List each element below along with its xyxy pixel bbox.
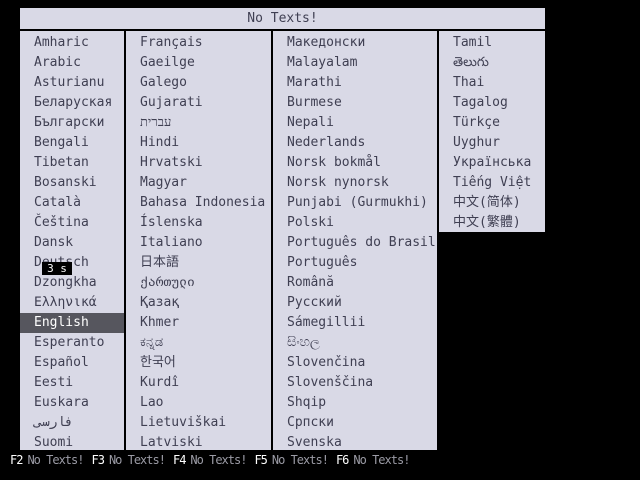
language-item[interactable]: Magyar <box>140 175 187 190</box>
language-item[interactable]: Српски <box>287 415 334 430</box>
language-item[interactable]: Íslenska <box>140 215 203 230</box>
fkey-f2-label: No Texts! <box>27 453 84 467</box>
language-item[interactable]: Arabic <box>34 55 81 70</box>
language-item[interactable]: Español <box>34 355 89 370</box>
language-item[interactable]: Uyghur <box>453 135 500 150</box>
language-item[interactable]: Беларуская <box>34 95 113 110</box>
language-column-4: Tamil తెలుగు Thai Tagalog Türkçe Uyghur Україн… <box>439 31 545 232</box>
fkey-f3-key: F3 <box>91 453 104 467</box>
language-item[interactable]: Dzongkha <box>34 275 97 290</box>
language-item[interactable]: Dansk <box>34 235 74 250</box>
fkey-f5-key: F5 <box>254 453 267 467</box>
fkey-f2-key: F2 <box>10 453 23 467</box>
language-item[interactable]: Thai <box>453 75 485 90</box>
fkey-hint-f6: F6 No Texts! <box>335 453 410 467</box>
language-item[interactable]: Tiếng Việt <box>453 175 532 190</box>
language-item[interactable]: Hrvatski <box>140 155 203 170</box>
language-item[interactable]: Italiano <box>140 235 203 250</box>
language-item[interactable]: Русский <box>287 295 342 310</box>
language-item[interactable]: Slovenščina <box>287 375 374 390</box>
fkey-f6-key: F6 <box>335 453 349 467</box>
boot-timeout-countdown-badge: 3 s <box>42 262 72 275</box>
language-item[interactable]: Marathi <box>287 75 342 90</box>
language-item[interactable]: Bengali <box>34 135 89 150</box>
language-item[interactable]: Қазақ <box>140 295 180 310</box>
language-item[interactable]: فارسی <box>34 415 74 430</box>
language-item[interactable]: Lietuviškai <box>140 415 227 430</box>
language-item[interactable]: తెలుగు <box>453 55 489 70</box>
language-item[interactable]: Български <box>34 115 105 130</box>
fkey-hint-f2: F2 No Texts! <box>10 453 84 467</box>
language-item[interactable]: Português do Brasil <box>287 235 436 250</box>
language-item[interactable]: Eesti <box>34 375 74 390</box>
language-item[interactable]: Français <box>140 35 203 50</box>
language-item[interactable]: Hindi <box>140 135 180 150</box>
language-item[interactable]: Amharic <box>34 35 89 50</box>
language-item[interactable]: Català <box>34 195 81 210</box>
language-item[interactable]: Esperanto <box>34 335 105 350</box>
fkey-f5-label: No Texts! <box>271 453 329 467</box>
language-item-selected[interactable]: English <box>20 313 124 333</box>
language-item[interactable]: Khmer <box>140 315 180 330</box>
language-item[interactable]: Kurdî <box>140 375 180 390</box>
language-item[interactable]: Asturianu <box>34 75 105 90</box>
language-column-3: Македонски Malayalam Marathi Burmese Nepali N… <box>273 31 437 450</box>
fkey-hint-f4: F4 No Texts! <box>172 453 247 467</box>
language-item[interactable]: Latviski <box>140 435 203 450</box>
language-item[interactable]: 日本語 <box>140 255 180 270</box>
language-item[interactable]: Română <box>287 275 334 290</box>
language-column-2: Français Gaeilge Galego Gujarati עברית Hindi H… <box>126 31 271 450</box>
language-item[interactable]: Euskara <box>34 395 89 410</box>
language-item[interactable]: Deutsch <box>20 253 124 273</box>
language-item[interactable]: Ελληνικά <box>34 295 97 310</box>
fkey-f4-key: F4 <box>172 453 186 467</box>
language-item[interactable]: Polski <box>287 215 334 230</box>
language-item[interactable]: Gaeilge <box>140 55 195 70</box>
language-item[interactable]: Gujarati <box>140 95 203 110</box>
language-item[interactable]: Português <box>287 255 358 270</box>
language-column-1: Amharic Arabic Asturianu Беларуская Българск… <box>20 31 124 450</box>
language-item[interactable]: Norsk nynorsk <box>287 175 389 190</box>
language-item[interactable]: Nepali <box>287 115 334 130</box>
language-item[interactable]: Galego <box>140 75 187 90</box>
language-item[interactable]: עברית <box>140 115 172 130</box>
language-item[interactable]: Čeština <box>34 215 89 230</box>
language-item[interactable]: Slovenčina <box>287 355 366 370</box>
language-item[interactable]: Svenska <box>287 435 342 450</box>
language-item[interactable]: Burmese <box>287 95 342 110</box>
fkey-f6-label: No Texts! <box>353 453 410 467</box>
language-item[interactable]: Українська <box>453 155 532 170</box>
language-item[interactable]: Suomi <box>34 435 74 450</box>
language-item[interactable]: 한국어 <box>140 355 176 370</box>
language-item[interactable]: Nederlands <box>287 135 366 150</box>
language-item[interactable]: Sámegillii <box>287 315 366 330</box>
language-item[interactable]: Tagalog <box>453 95 508 110</box>
fkey-hint-f3: F3 No Texts! <box>91 453 166 467</box>
fkey-f4-label: No Texts! <box>190 453 247 467</box>
language-item[interactable]: ಕನ್ನಡ <box>140 335 164 350</box>
language-item[interactable]: Lao <box>140 395 164 410</box>
menu-title-bar: No Texts! <box>20 8 545 29</box>
language-item[interactable]: Македонски <box>287 35 366 50</box>
language-item[interactable]: Shqip <box>287 395 327 410</box>
language-item[interactable]: Punjabi (Gurmukhi) <box>287 195 428 210</box>
language-item[interactable]: Malayalam <box>287 55 358 70</box>
language-item[interactable]: ქართული <box>140 275 195 290</box>
language-item[interactable]: Türkçe <box>453 115 500 130</box>
language-item[interactable]: සිංහල <box>287 335 320 350</box>
language-item[interactable]: Tibetan <box>34 155 89 170</box>
language-item[interactable]: Tamil <box>453 35 493 50</box>
language-item[interactable]: 中文(简体) <box>453 195 521 210</box>
language-item[interactable]: Norsk bokmål <box>287 155 381 170</box>
language-item[interactable]: Bosanski <box>34 175 97 190</box>
language-item[interactable]: Bahasa Indonesia <box>140 195 266 210</box>
fkey-hint-f5: F5 No Texts! <box>254 453 329 467</box>
language-item[interactable]: 中文(繁體) <box>453 215 521 230</box>
menu-title: No Texts! <box>247 11 318 26</box>
function-key-hint-bar: F2 No Texts! F3 No Texts! F4 No Texts! F5 No… <box>10 453 410 467</box>
fkey-f3-label: No Texts! <box>108 453 166 467</box>
